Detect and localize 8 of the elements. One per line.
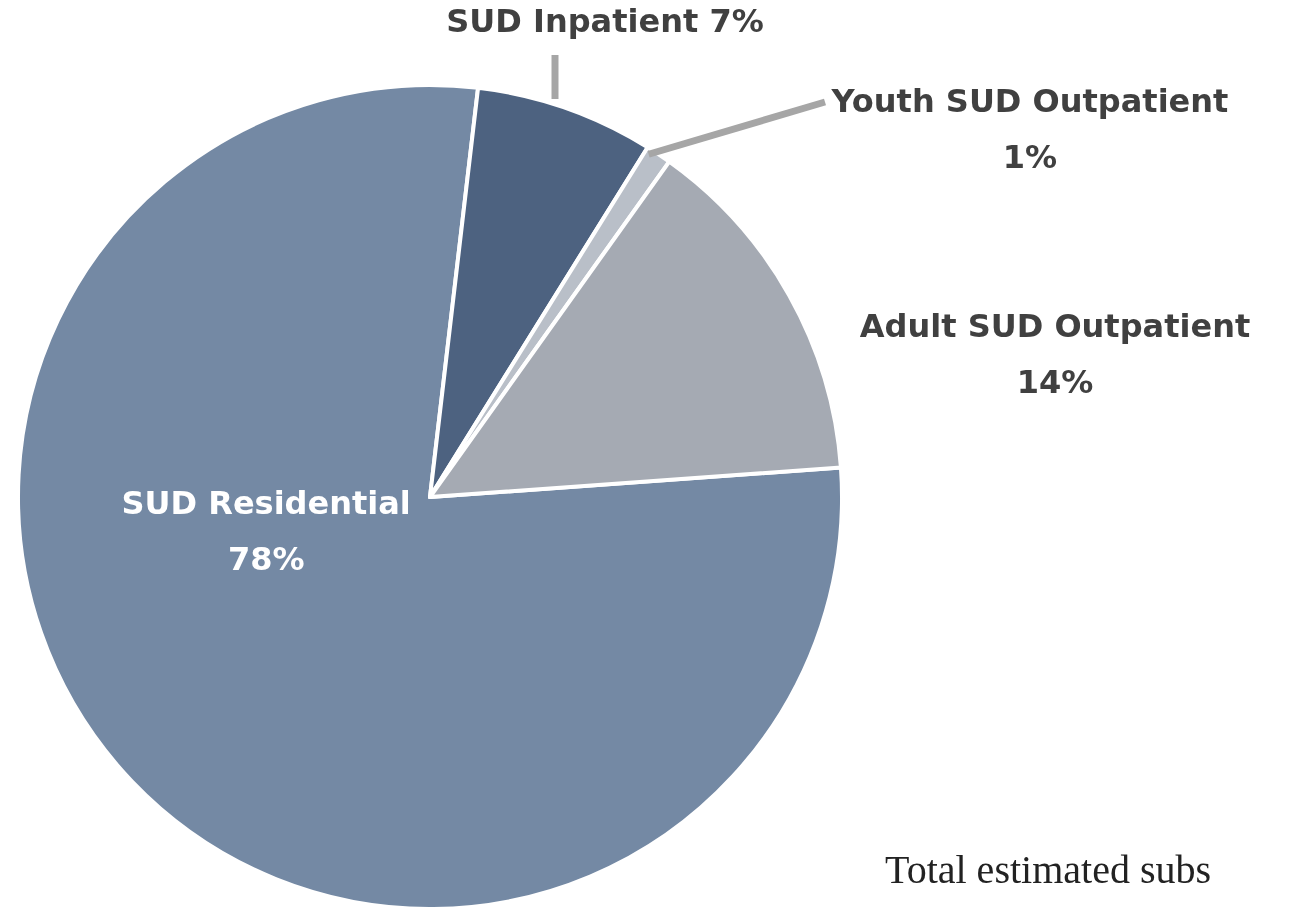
data-label: 1% — [1002, 138, 1058, 176]
data-label: 78% — [227, 539, 305, 578]
slice-label: Adult SUD Outpatient — [859, 307, 1251, 345]
text: Total estimated subs — [885, 847, 1212, 892]
data-label: 14% — [1016, 363, 1094, 401]
slice-label: SUD Inpatient 7% — [446, 2, 764, 40]
slice-label: SUD Residential — [121, 483, 411, 522]
slice-label: Youth SUD Outpatient — [830, 82, 1229, 120]
